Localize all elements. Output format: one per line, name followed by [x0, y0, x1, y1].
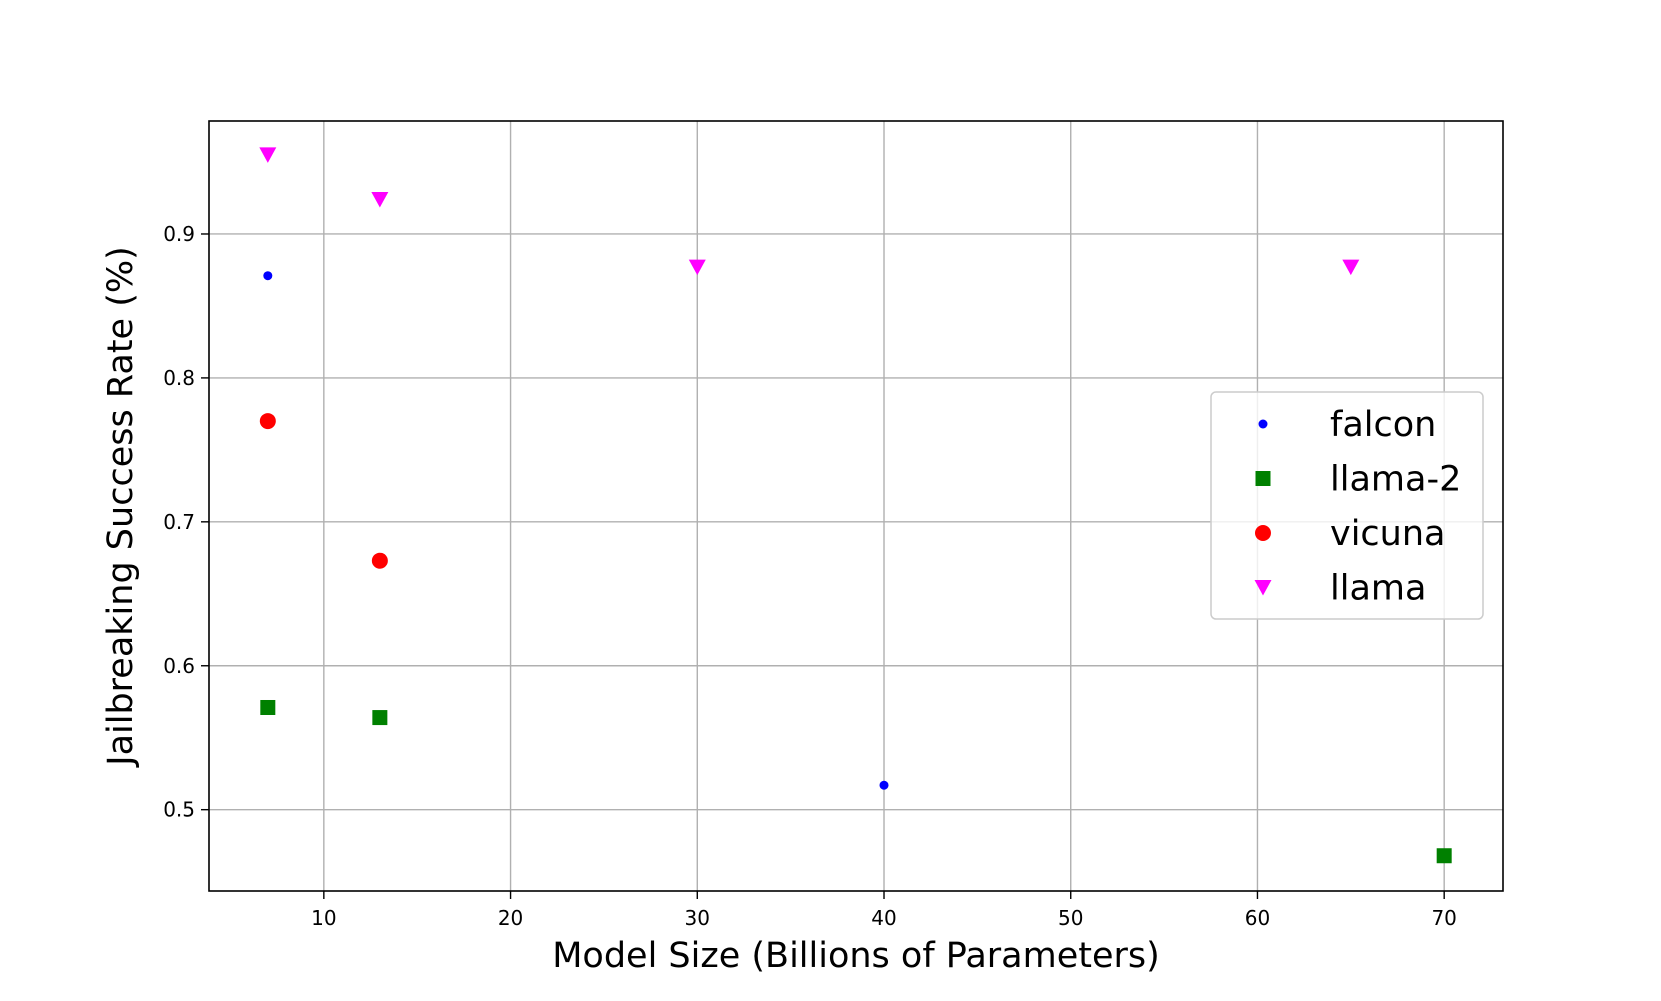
- y-axis-label: Jailbreaking Success Rate (%): [101, 246, 141, 768]
- data-points: [259, 147, 1452, 864]
- y-tick-label: 0.5: [163, 798, 195, 822]
- legend-marker-falcon: [1258, 419, 1268, 429]
- legend-label-llama-2: llama-2: [1330, 460, 1461, 500]
- llama-point: [371, 191, 389, 208]
- falcon-point: [879, 780, 889, 790]
- x-tick-label: 30: [685, 906, 710, 930]
- y-tick-label: 0.9: [163, 222, 195, 246]
- y-tick-label: 0.8: [163, 366, 195, 390]
- legend: falcon llama-2 vicuna llama: [1210, 391, 1484, 620]
- x-tick-label: 50: [1058, 906, 1083, 930]
- llama-2-point: [1436, 848, 1452, 864]
- axes-frame: [208, 120, 1504, 892]
- x-tick-label: 60: [1245, 906, 1270, 930]
- legend-marker-llama: [1254, 580, 1272, 596]
- llama-point: [1342, 259, 1360, 276]
- legend-marker-vicuna: [1255, 525, 1271, 541]
- vicuna-point: [259, 413, 276, 430]
- x-tick-label: 70: [1431, 906, 1456, 930]
- legend-box: [1210, 391, 1484, 620]
- llama-2-point: [372, 710, 388, 726]
- x-tick-label: 20: [498, 906, 523, 930]
- x-tick-label: 40: [871, 906, 896, 930]
- y-tick-label: 0.7: [163, 510, 195, 534]
- falcon-point: [263, 271, 273, 281]
- llama-2-point: [260, 699, 276, 715]
- x-axis-label: Model Size (Billions of Parameters): [552, 936, 1160, 976]
- llama-point: [259, 147, 277, 163]
- legend-label-llama: llama: [1330, 569, 1426, 609]
- llama-point: [688, 259, 706, 276]
- legend-label-falcon: falcon: [1330, 405, 1436, 445]
- ticks: 10 20 30 40 50 60 70 0.5 0.6 0.7 0.8 0.9: [163, 222, 1457, 930]
- y-tick-label: 0.6: [163, 654, 195, 678]
- legend-marker-llama-2: [1255, 471, 1271, 486]
- vicuna-point: [371, 552, 388, 569]
- legend-label-vicuna: vicuna: [1330, 514, 1446, 554]
- x-tick-label: 10: [311, 906, 336, 930]
